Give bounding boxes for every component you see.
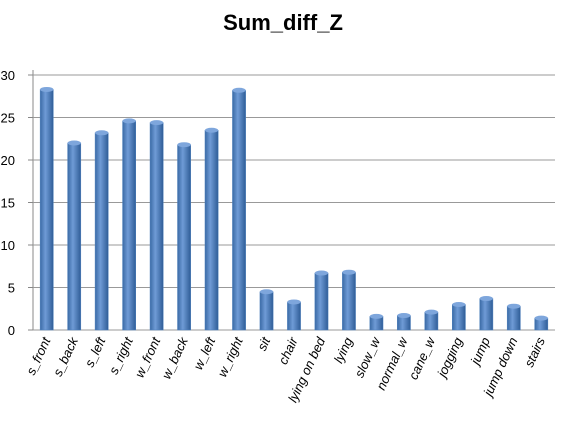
bar-cap: [397, 313, 411, 319]
bar-cap: [40, 86, 54, 92]
y-tick-label: 30: [1, 68, 15, 83]
x-tick-label: s_front: [23, 334, 54, 378]
x-tick-label: w_right: [214, 334, 246, 380]
x-tick-label: s_left: [82, 334, 109, 370]
bar: [506, 305, 521, 331]
bar-cap: [95, 130, 109, 136]
bar: [479, 298, 494, 331]
bar: [287, 301, 301, 331]
bar-cap: [287, 299, 301, 305]
x-tick-label: jump: [467, 335, 493, 369]
bar-cap: [479, 296, 493, 302]
bar: [314, 272, 329, 331]
bar: [39, 89, 54, 331]
bar-cap: [204, 127, 219, 133]
bar-cap: [342, 269, 356, 275]
x-tick-label: jogging: [433, 334, 465, 381]
bar: [232, 90, 246, 331]
bar: [451, 304, 466, 331]
bar-cap: [452, 302, 466, 307]
x-tick-label: w_left: [190, 334, 219, 372]
x-tick-label: chair: [275, 334, 301, 366]
bar: [342, 271, 356, 331]
bar-cap: [369, 313, 384, 319]
y-tick-label: 15: [1, 196, 15, 211]
bar-cap: [150, 120, 164, 126]
x-tick-label: w_back: [159, 334, 192, 382]
bar-cap: [122, 118, 136, 124]
x-tick-label: s_right: [106, 334, 137, 377]
bar: [94, 132, 109, 331]
bar-cap: [177, 142, 191, 148]
bar-cap: [232, 87, 246, 93]
bar-cap: [67, 140, 81, 146]
x-tick-label: cane_w: [406, 333, 439, 381]
x-tick-label: sit: [254, 334, 274, 353]
chart-title: Sum_diff_Z: [223, 10, 343, 35]
bar-cap: [507, 303, 521, 309]
y-tick-label: 0: [8, 323, 15, 338]
bar-cap: [534, 315, 548, 321]
x-tick-label: stairs: [521, 334, 548, 369]
bar: [177, 144, 191, 331]
bar-cap: [424, 309, 438, 315]
y-tick-label: 5: [8, 281, 15, 296]
y-tick-label: 25: [1, 111, 15, 126]
bar: [149, 122, 164, 331]
x-tick-label: s_back: [50, 334, 82, 379]
y-tick-label: 20: [1, 153, 15, 168]
bar: [259, 291, 274, 331]
x-tick-label: lying: [331, 334, 356, 365]
bar: [67, 142, 82, 331]
y-tick-label: 10: [1, 238, 15, 253]
bar: [204, 130, 219, 331]
bar: [122, 120, 137, 331]
bar: [424, 311, 439, 331]
bar-cap: [259, 289, 274, 295]
bar-cap: [314, 270, 329, 276]
